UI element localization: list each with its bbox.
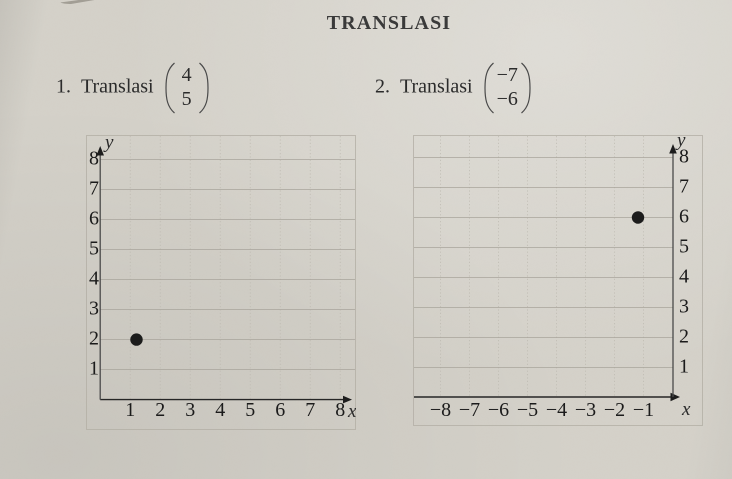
svg-text:x: x <box>347 401 356 422</box>
svg-text:−4: −4 <box>546 399 567 421</box>
svg-text:7: 7 <box>679 176 689 198</box>
svg-text:−1: −1 <box>633 399 654 421</box>
svg-text:3: 3 <box>89 298 99 320</box>
svg-text:5: 5 <box>245 399 255 421</box>
svg-text:2: 2 <box>155 399 165 421</box>
svg-text:3: 3 <box>679 296 689 318</box>
svg-text:1: 1 <box>679 356 689 378</box>
svg-text:4: 4 <box>215 399 225 421</box>
svg-text:4: 4 <box>679 266 689 288</box>
svg-text:7: 7 <box>89 178 99 200</box>
svg-text:−2: −2 <box>604 399 625 421</box>
svg-text:y: y <box>103 135 114 153</box>
svg-text:1: 1 <box>125 399 135 421</box>
svg-text:2: 2 <box>679 326 689 348</box>
svg-text:6: 6 <box>275 399 285 421</box>
svg-text:2: 2 <box>89 328 99 350</box>
svg-text:−5: −5 <box>517 399 538 421</box>
svg-text:3: 3 <box>185 399 195 421</box>
svg-text:−6: −6 <box>488 399 509 421</box>
svg-text:8: 8 <box>89 148 99 170</box>
svg-text:8: 8 <box>335 399 345 421</box>
svg-text:1: 1 <box>89 358 99 380</box>
svg-text:7: 7 <box>305 399 315 421</box>
svg-text:8: 8 <box>679 146 689 168</box>
svg-text:5: 5 <box>679 236 689 258</box>
svg-text:6: 6 <box>679 206 689 228</box>
svg-text:6: 6 <box>89 208 99 230</box>
svg-text:−8: −8 <box>430 399 451 421</box>
svg-text:5: 5 <box>89 238 99 260</box>
svg-text:4: 4 <box>89 268 99 290</box>
svg-text:−3: −3 <box>575 399 596 421</box>
svg-text:x: x <box>681 399 691 420</box>
svg-text:−7: −7 <box>459 399 480 421</box>
